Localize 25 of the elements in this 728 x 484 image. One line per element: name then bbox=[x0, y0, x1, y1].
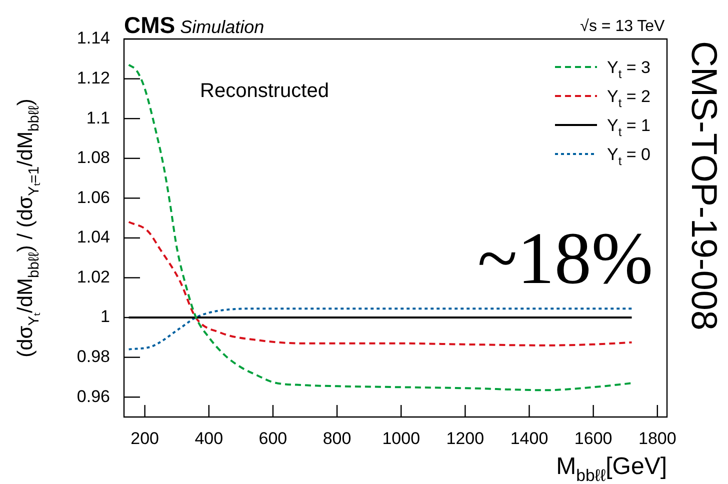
x-tick-label: 200 bbox=[130, 428, 160, 448]
annotation: Reconstructed bbox=[200, 80, 329, 102]
y-tick-label: 1 bbox=[100, 307, 110, 326]
text: (dσYₜ/dMbbℓℓ) / (dσYₜ=1/dMbbℓℓ) bbox=[14, 98, 42, 358]
y-tick-label: 1.06 bbox=[76, 188, 110, 207]
y-tick-label: 1.04 bbox=[76, 228, 110, 247]
y-tick-label: 1.02 bbox=[76, 267, 110, 286]
x-tick-label: 1400 bbox=[510, 428, 548, 448]
x-tick-label: 800 bbox=[322, 428, 352, 448]
x-tick-label: 1200 bbox=[446, 428, 484, 448]
y-tick-label: 0.98 bbox=[76, 347, 110, 366]
chart-subtitle: √s = 13 TeV bbox=[580, 18, 666, 35]
x-tick-label: 1600 bbox=[574, 428, 612, 448]
y-tick-label: 1.1 bbox=[86, 108, 110, 128]
x-tick-label: 1000 bbox=[382, 428, 420, 448]
text: CMS-TOP-19-008 bbox=[684, 41, 725, 330]
annotation: ~18% bbox=[477, 218, 654, 300]
y-tick-label: 1.14 bbox=[76, 28, 110, 48]
x-tick-label: 600 bbox=[258, 428, 288, 448]
y-tick-label: 0.96 bbox=[76, 386, 110, 406]
y-tick-label: 1.12 bbox=[76, 68, 110, 88]
x-tick-label: 400 bbox=[194, 428, 224, 448]
chart-title: CMS Simulation bbox=[124, 12, 264, 38]
x-tick-label: 1800 bbox=[638, 428, 676, 448]
y-tick-label: 1.08 bbox=[76, 148, 110, 168]
